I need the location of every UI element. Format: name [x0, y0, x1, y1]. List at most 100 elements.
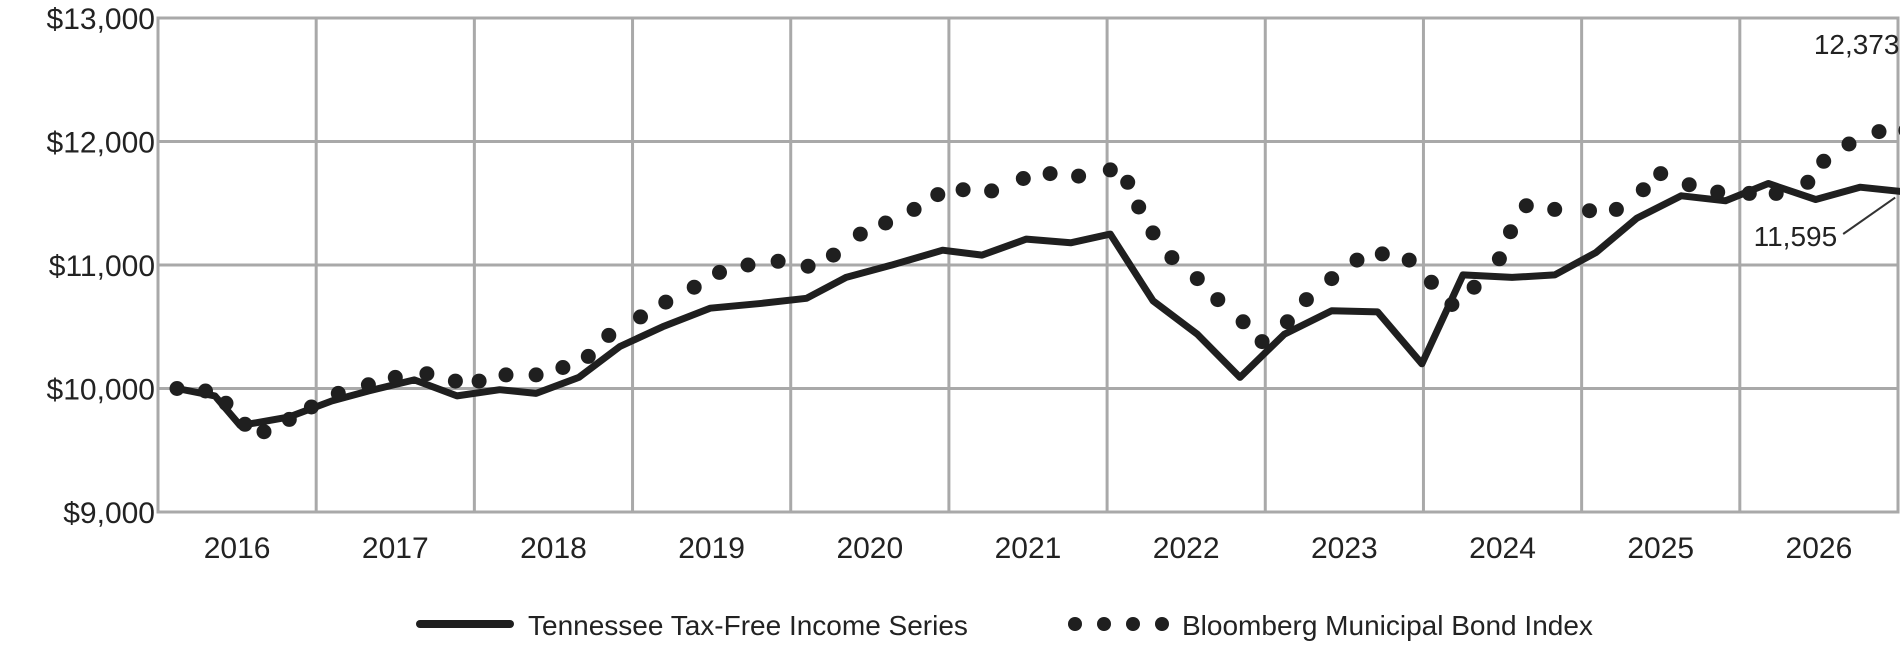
- x-tick-label: 2016: [204, 532, 271, 565]
- y-axis-tick-labels: $9,000 $10,000 $11,000 $12,000 $13,000: [47, 3, 155, 530]
- legend-label-tennessee: Tennessee Tax-Free Income Series: [528, 610, 968, 641]
- end-label-bloomberg: 12,373: [1814, 29, 1900, 60]
- series-point-bloomberg: [237, 416, 253, 432]
- series-point-bloomberg: [1871, 124, 1887, 140]
- series-point-bloomberg: [712, 264, 727, 280]
- series-point-bloomberg: [770, 253, 786, 269]
- series-point-bloomberg: [555, 360, 571, 375]
- series-point-bloomberg: [1741, 185, 1757, 201]
- series-point-bloomberg: [387, 369, 403, 385]
- series-point-bloomberg: [930, 187, 946, 203]
- series-point-bloomberg: [800, 258, 816, 274]
- series-point-bloomberg: [1518, 198, 1534, 214]
- series-point-bloomberg: [955, 182, 971, 198]
- x-tick-label: 2021: [995, 532, 1062, 565]
- leader-line-tennessee: [1842, 196, 1896, 235]
- series-point-bloomberg: [419, 366, 435, 382]
- series-point-bloomberg: [1401, 252, 1417, 268]
- x-tick-label: 2020: [836, 532, 903, 565]
- end-label-tennessee: 11,595: [1754, 221, 1838, 252]
- series-point-bloomberg: [1374, 246, 1390, 262]
- legend: Tennessee Tax-Free Income Series Bloombe…: [416, 610, 1593, 641]
- legend-swatch-dot-3: [1126, 617, 1140, 631]
- y-tick-label: $12,000: [47, 127, 155, 160]
- series-point-bloomberg: [498, 367, 514, 383]
- legend-label-bloomberg: Bloomberg Municipal Bond Index: [1182, 610, 1593, 641]
- series-point-bloomberg: [169, 381, 185, 396]
- y-tick-label: $10,000: [47, 374, 155, 407]
- series-point-bloomberg: [256, 424, 272, 440]
- series-point-bloomberg: [1547, 201, 1563, 217]
- series-point-bloomberg: [1710, 184, 1726, 200]
- series-point-bloomberg: [1131, 199, 1147, 215]
- series-point-bloomberg: [580, 348, 596, 364]
- series-point-bloomberg: [281, 411, 297, 427]
- series-point-bloomberg: [1653, 166, 1669, 182]
- y-tick-label: $11,000: [49, 250, 155, 283]
- series-point-bloomberg: [1635, 182, 1651, 198]
- x-tick-label: 2018: [520, 532, 587, 565]
- series-point-bloomberg: [198, 383, 213, 399]
- series-point-bloomberg: [1582, 203, 1597, 219]
- series-point-bloomberg: [1071, 168, 1087, 184]
- x-tick-label: 2024: [1469, 532, 1536, 565]
- series-point-bloomberg: [852, 226, 868, 242]
- series-point-bloomberg: [658, 294, 674, 310]
- series-point-bloomberg: [360, 377, 376, 393]
- series-point-bloomberg: [303, 399, 319, 415]
- series-point-bloomberg: [1279, 314, 1295, 330]
- series-point-bloomberg: [633, 309, 648, 325]
- series-point-bloomberg: [1841, 136, 1857, 152]
- series-point-bloomberg: [686, 279, 702, 295]
- x-tick-label: 2017: [362, 532, 429, 565]
- series-point-bloomberg: [1235, 314, 1251, 330]
- x-tick-label: 2022: [1153, 532, 1220, 565]
- series-point-bloomberg: [1608, 201, 1624, 217]
- series-point-bloomberg: [1816, 153, 1832, 169]
- series-point-bloomberg: [1768, 185, 1784, 201]
- series-point-bloomberg: [447, 373, 463, 389]
- x-axis-tick-labels: 2016 2017 2018 2019 2020 2021 2022 2023 2024 2025…: [204, 532, 1853, 565]
- legend-swatch-dot-4: [1155, 617, 1169, 631]
- x-tick-label: 2026: [1786, 532, 1853, 565]
- series-point-bloomberg: [1324, 271, 1340, 287]
- series-point-bloomberg: [1298, 292, 1314, 308]
- legend-swatch-dot-2: [1097, 617, 1111, 631]
- series-point-bloomberg: [1254, 334, 1270, 350]
- series-point-bloomberg: [984, 183, 1000, 199]
- series-point-bloomberg: [878, 215, 894, 231]
- series-point-bloomberg: [906, 201, 922, 217]
- series-line-tennessee: [173, 180, 1900, 430]
- gridlines: [156, 16, 1900, 514]
- series-point-bloomberg: [1164, 250, 1180, 266]
- series-point-bloomberg: [1423, 274, 1439, 290]
- legend-swatch-dot-1: [1068, 617, 1082, 631]
- series-point-bloomberg: [1189, 271, 1205, 287]
- series-layer: [169, 124, 1900, 440]
- x-tick-label: 2025: [1627, 532, 1694, 565]
- series-point-bloomberg: [471, 373, 487, 389]
- series-point-bloomberg: [1145, 225, 1161, 241]
- x-tick-label: 2019: [678, 532, 745, 565]
- end-value-annotations: 12,373 11,595: [1754, 29, 1900, 252]
- series-point-bloomberg: [1444, 297, 1460, 312]
- series-point-bloomberg: [528, 367, 544, 383]
- series-point-bloomberg: [218, 395, 234, 411]
- series-point-bloomberg: [1503, 224, 1518, 240]
- series-point-bloomberg: [1042, 166, 1058, 182]
- series-point-bloomberg: [1015, 171, 1031, 186]
- y-tick-label: $13,000: [47, 3, 155, 36]
- series-point-bloomberg: [1681, 177, 1697, 193]
- series-point-bloomberg: [1491, 251, 1507, 267]
- series-point-bloomberg: [601, 327, 617, 343]
- series-point-bloomberg: [330, 385, 346, 401]
- series-point-bloomberg: [1120, 174, 1136, 190]
- x-tick-label: 2023: [1311, 532, 1378, 565]
- series-point-bloomberg: [1800, 174, 1816, 190]
- y-tick-label: $9,000: [63, 497, 155, 530]
- series-point-bloomberg: [825, 247, 841, 263]
- series-point-bloomberg: [740, 257, 756, 273]
- series-point-bloomberg: [1466, 279, 1482, 295]
- series-point-bloomberg: [1349, 252, 1365, 268]
